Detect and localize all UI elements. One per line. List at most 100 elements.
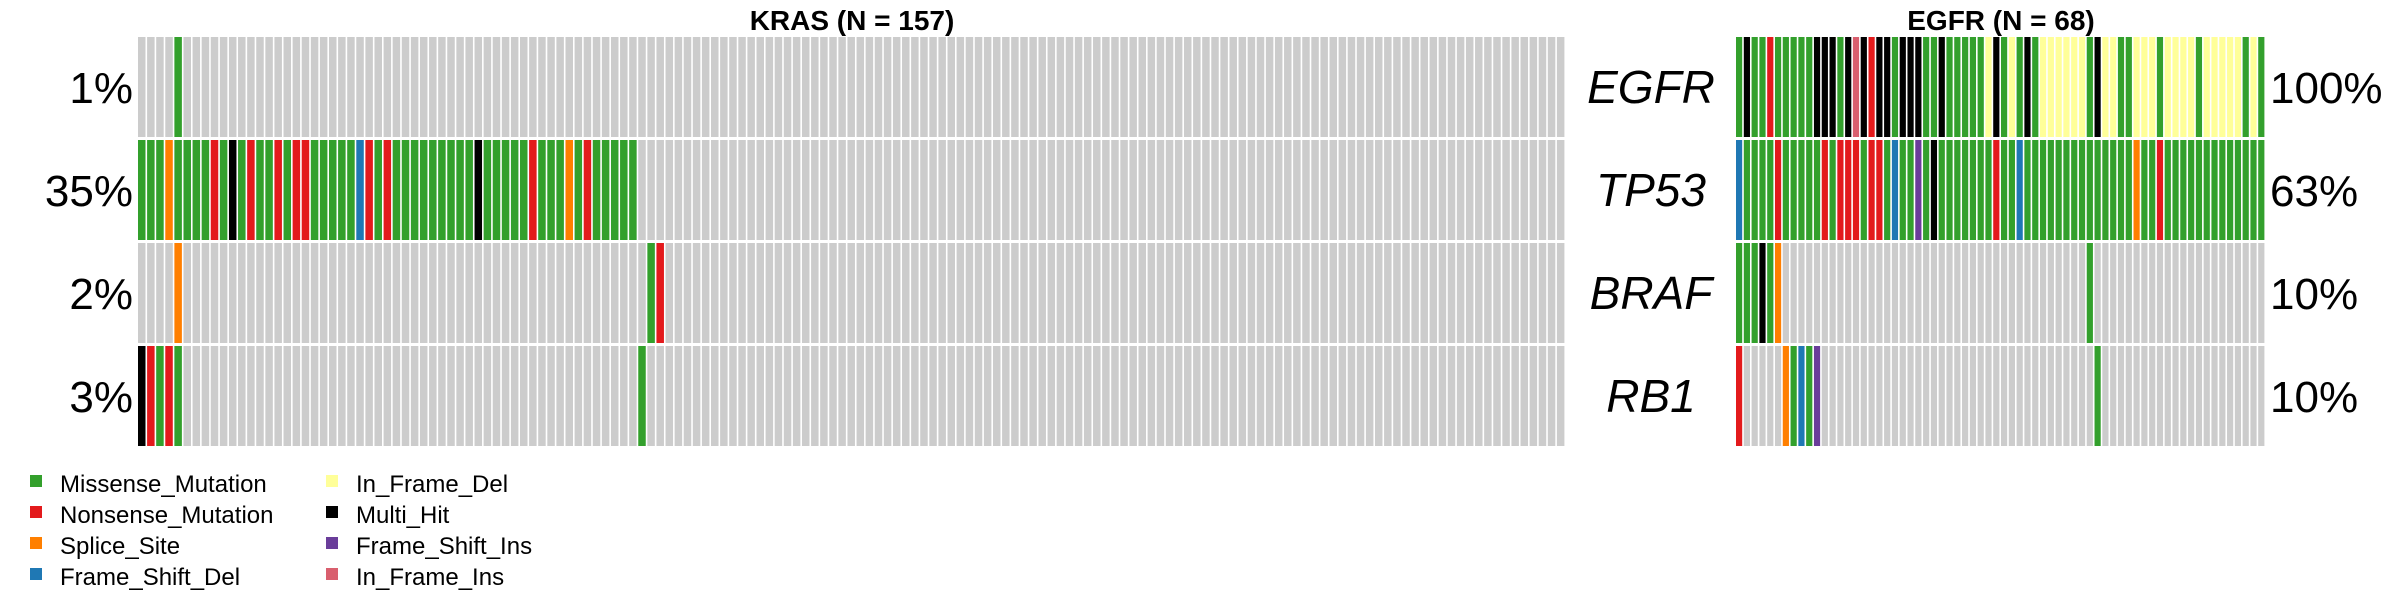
legend-label: Missense_Mutation xyxy=(60,471,267,498)
mutation-cell xyxy=(2250,37,2257,137)
empty-cell xyxy=(1020,346,1028,446)
empty-cell xyxy=(1493,140,1501,240)
mutation-cell xyxy=(1962,37,1969,137)
empty-cell xyxy=(738,243,746,343)
empty-cell xyxy=(1174,140,1183,240)
empty-cell xyxy=(1520,243,1529,343)
mutation-cell xyxy=(410,140,419,240)
empty-cell xyxy=(1074,243,1083,343)
empty-cell xyxy=(356,243,364,343)
empty-cell xyxy=(992,140,1001,240)
empty-cell xyxy=(429,243,437,343)
empty-cell xyxy=(738,346,746,446)
empty-cell xyxy=(701,140,710,240)
mutation-cell xyxy=(1829,37,1836,137)
empty-cell xyxy=(1420,37,1428,137)
mutation-cell xyxy=(2258,140,2265,240)
empty-cell xyxy=(274,37,282,137)
empty-cell xyxy=(674,140,683,240)
empty-cell xyxy=(1484,243,1492,343)
empty-cell xyxy=(829,140,837,240)
empty-cell xyxy=(929,243,937,343)
empty-cell xyxy=(192,243,201,343)
empty-cell xyxy=(538,346,546,446)
empty-cell xyxy=(610,243,619,343)
mutation-cell xyxy=(1946,140,1953,240)
empty-cell xyxy=(1456,37,1465,137)
empty-cell xyxy=(1845,346,1852,446)
mutation-cell xyxy=(2234,140,2242,240)
empty-cell xyxy=(2047,346,2054,446)
mutation-cell xyxy=(1767,140,1774,240)
mutation-cell xyxy=(2211,140,2218,240)
empty-cell xyxy=(2227,346,2234,446)
mutation-cell xyxy=(1767,37,1774,137)
empty-cell xyxy=(665,243,674,343)
empty-cell xyxy=(1011,37,1019,137)
empty-cell xyxy=(1767,346,1774,446)
empty-cell xyxy=(456,37,464,137)
mutation-cell xyxy=(2094,37,2101,137)
empty-cell xyxy=(301,37,310,137)
mutation-cell xyxy=(1876,37,1883,137)
mutation-cell xyxy=(2180,140,2187,240)
empty-cell xyxy=(1365,346,1374,446)
empty-cell xyxy=(892,140,901,240)
empty-cell xyxy=(1065,140,1074,240)
empty-cell xyxy=(410,37,419,137)
empty-cell xyxy=(1429,37,1438,137)
empty-cell xyxy=(2071,243,2078,343)
empty-cell xyxy=(1475,37,1483,137)
empty-cell xyxy=(1120,37,1128,137)
empty-cell xyxy=(2180,243,2187,343)
mutation-cell xyxy=(1915,37,1922,137)
mutation-cell xyxy=(2063,37,2070,137)
empty-cell xyxy=(1202,243,1210,343)
empty-cell xyxy=(1293,140,1301,240)
empty-cell xyxy=(2250,243,2257,343)
mutation-cell xyxy=(2234,37,2242,137)
empty-cell xyxy=(1356,140,1365,240)
empty-cell xyxy=(792,346,801,446)
empty-cell xyxy=(510,37,519,137)
empty-cell xyxy=(265,346,273,446)
mutation-cell xyxy=(1821,140,1828,240)
empty-cell xyxy=(1256,140,1265,240)
mutation-cell xyxy=(356,140,364,240)
empty-cell xyxy=(1011,243,1019,343)
legend-swatch xyxy=(30,537,42,549)
empty-cell xyxy=(792,37,801,137)
empty-cell xyxy=(956,243,965,343)
mutation-cell xyxy=(292,140,301,240)
mutation-cell xyxy=(592,140,601,240)
empty-cell xyxy=(1138,346,1147,446)
kras-percent-label: 3% xyxy=(69,373,133,422)
empty-cell xyxy=(1402,37,1410,137)
empty-cell xyxy=(1954,346,1961,446)
empty-cell xyxy=(1093,140,1101,240)
mutation-cell xyxy=(1782,346,1789,446)
empty-cell xyxy=(1374,243,1383,343)
empty-cell xyxy=(1429,140,1438,240)
empty-cell xyxy=(2078,346,2086,446)
empty-cell xyxy=(647,140,655,240)
mutation-cell xyxy=(647,243,655,343)
empty-cell xyxy=(647,346,655,446)
gene-label-braf: BRAF xyxy=(1590,267,1716,319)
empty-cell xyxy=(2203,243,2210,343)
empty-cell xyxy=(356,37,364,137)
empty-cell xyxy=(356,346,364,446)
empty-cell xyxy=(601,243,610,343)
empty-cell xyxy=(419,346,428,446)
empty-cell xyxy=(1047,243,1056,343)
empty-cell xyxy=(2001,243,2008,343)
empty-cell xyxy=(1183,140,1192,240)
empty-cell xyxy=(138,37,146,137)
mutation-cell xyxy=(2032,140,2039,240)
egfr-percent-label: 63% xyxy=(2270,167,2358,216)
egfr-panel-title: EGFR (N = 68) xyxy=(1907,5,2094,36)
empty-cell xyxy=(447,346,455,446)
empty-cell xyxy=(1083,37,1092,137)
empty-cell xyxy=(1174,346,1183,446)
empty-cell xyxy=(1923,346,1930,446)
